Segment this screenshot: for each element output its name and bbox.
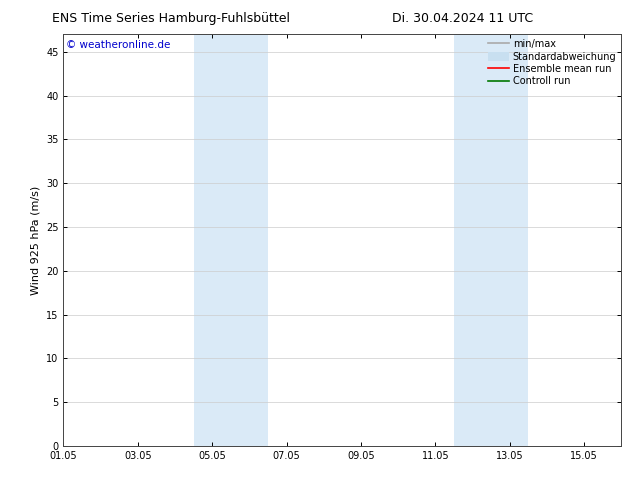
Legend: min/max, Standardabweichung, Ensemble mean run, Controll run: min/max, Standardabweichung, Ensemble me… <box>486 37 618 88</box>
Y-axis label: Wind 925 hPa (m/s): Wind 925 hPa (m/s) <box>30 186 41 294</box>
Bar <box>193 34 268 446</box>
Bar <box>454 34 528 446</box>
Text: Di. 30.04.2024 11 UTC: Di. 30.04.2024 11 UTC <box>392 12 533 25</box>
Text: ENS Time Series Hamburg-Fuhlsbüttel: ENS Time Series Hamburg-Fuhlsbüttel <box>52 12 290 25</box>
Text: © weatheronline.de: © weatheronline.de <box>66 41 171 50</box>
